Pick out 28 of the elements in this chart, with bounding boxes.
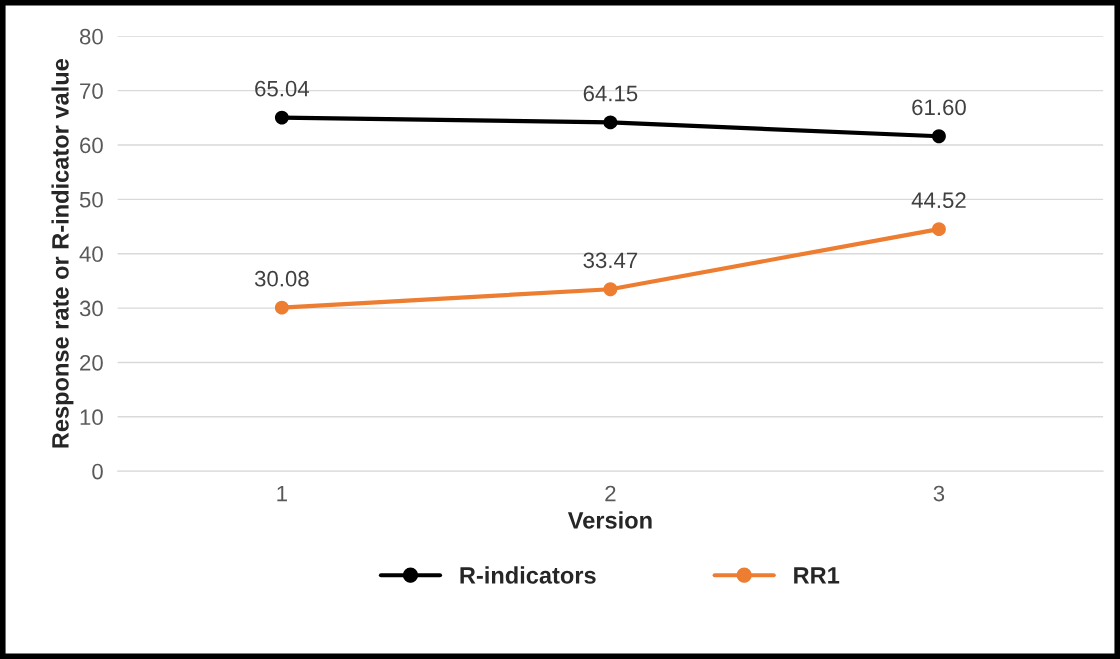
- point: [931, 222, 946, 237]
- y-tick-label: 80: [79, 28, 103, 45]
- data-label: 65.04: [255, 80, 310, 97]
- y-tick-label: 10: [80, 409, 103, 426]
- point: [274, 300, 289, 315]
- y-tick-label: 70: [80, 83, 103, 99]
- x-tick-label: 1: [277, 485, 287, 502]
- data-label: 61.60: [912, 99, 966, 116]
- y-axis-title: Response rate or R-indicator value: [51, 59, 74, 448]
- data-label: 64.15: [583, 85, 638, 102]
- y-tick-label: 40: [79, 246, 103, 262]
- y-tick-label: 50: [79, 191, 103, 208]
- legend-label: R-indicators: [460, 566, 596, 584]
- point: [603, 282, 618, 297]
- point: [274, 110, 289, 125]
- legend-label: RR1: [794, 567, 840, 584]
- y-tick-label: 20: [80, 354, 103, 371]
- y-tick-label: 0: [92, 463, 103, 480]
- data-label: 33.47: [583, 252, 638, 269]
- x-tick-label: 3: [933, 485, 945, 502]
- point: [603, 115, 618, 130]
- y-tick-label: 30: [79, 300, 103, 317]
- data-label: 44.52: [911, 192, 966, 209]
- x-axis-title: Version: [567, 511, 652, 529]
- point: [931, 129, 946, 144]
- x-tick-label: 2: [605, 485, 616, 502]
- y-tick-label: 60: [80, 137, 103, 154]
- data-label: 30.08: [254, 270, 309, 287]
